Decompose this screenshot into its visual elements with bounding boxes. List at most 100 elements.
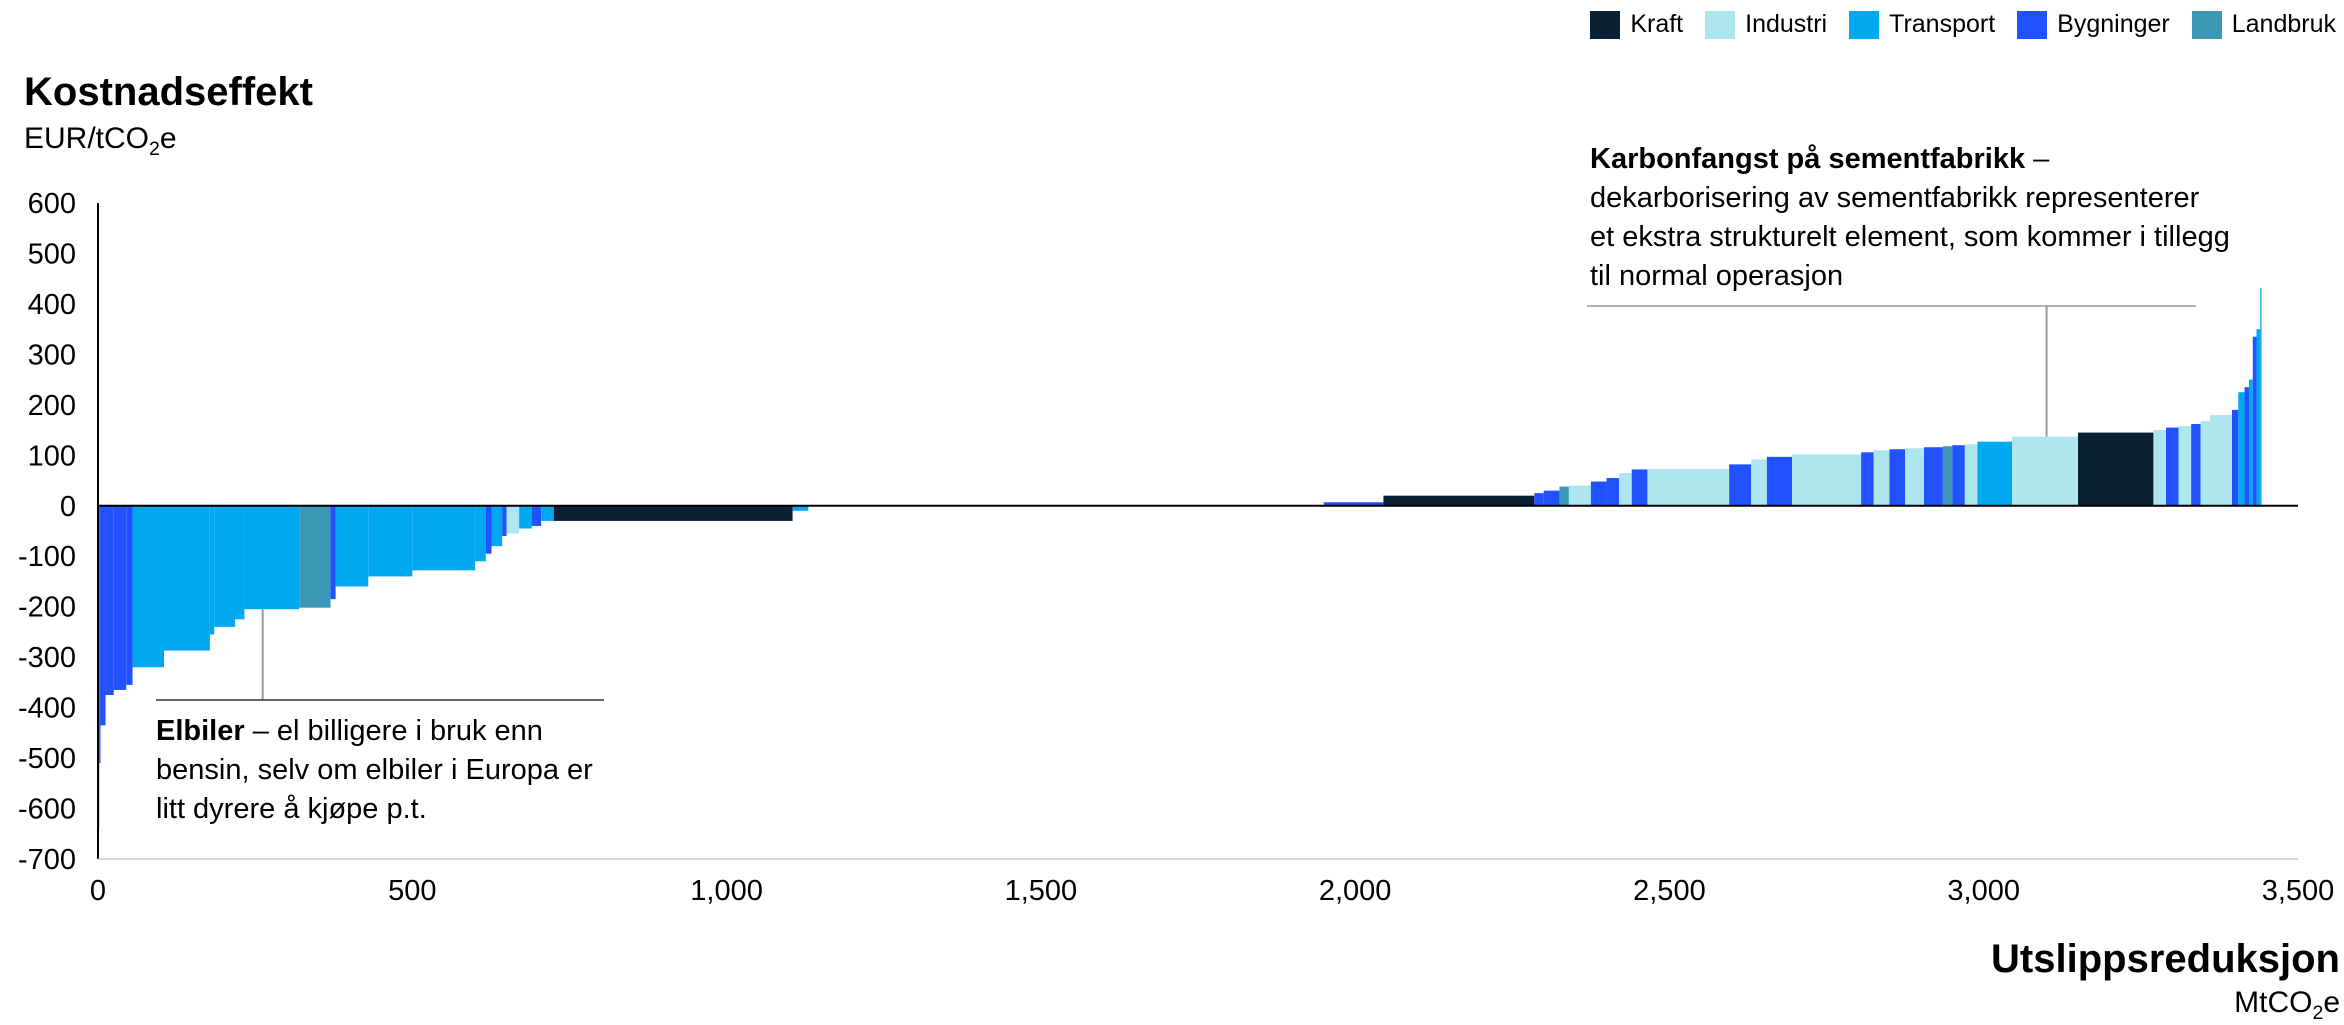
bar-landbruk-31: [1559, 486, 1569, 506]
bar-bygninger-42: [1861, 452, 1874, 506]
annotation-karbonfangst-text: – dekarborisering av sementfabrikk repre…: [1590, 143, 2230, 292]
y-tick-label: -400: [18, 693, 76, 725]
bar-transport-65: [2260, 287, 2262, 506]
y-axis-unit-text: EUR/tCO2e: [24, 122, 177, 160]
annotation-karbonfangst-bold: Karbonfangst på sementfabrikk: [1590, 143, 2026, 175]
bar-industri-57: [2200, 420, 2210, 506]
legend-item-transport: Transport: [1849, 10, 1995, 39]
x-tick-label: 500: [388, 875, 436, 907]
y-tick-label: 400: [28, 289, 76, 321]
bar-industri-21: [506, 505, 520, 534]
bar-industri-37: [1647, 468, 1730, 506]
y-tick-label: -500: [18, 743, 76, 775]
legend-item-landbruk: Landbruk: [2191, 10, 2336, 39]
bars-group: [98, 287, 2262, 829]
bar-bygninger-3: [105, 505, 114, 695]
legend-label-industri: Industri: [1745, 10, 1828, 38]
bar-transport-14: [335, 505, 369, 587]
bar-transport-60: [2238, 392, 2245, 506]
bar-bygninger-36: [1631, 469, 1648, 506]
bar-transport-26: [792, 505, 809, 511]
bar-bygninger-46: [1924, 447, 1943, 506]
legend-swatch-transport: [1849, 10, 1880, 39]
bar-transport-64: [2256, 329, 2261, 506]
bar-bygninger-23: [531, 505, 542, 526]
bar-bygninger-1: [99, 505, 101, 764]
x-tick-label: 0: [90, 875, 106, 907]
legend-label-transport: Transport: [1889, 10, 1996, 38]
legend-label-bygninger: Bygninger: [2057, 10, 2170, 38]
legend-swatch-kraft: [1590, 10, 1621, 39]
bar-transport-7: [164, 505, 210, 651]
bar-kraft-28: [1383, 495, 1535, 506]
bar-bygninger-44: [1889, 449, 1906, 506]
bar-industri-51: [2012, 436, 2078, 506]
x-axis-unit-text: MtCO2e: [2234, 986, 2340, 1024]
annotation-elbiler-text: – el billigere i bruk enn bensin, selv o…: [156, 715, 593, 825]
bar-industri-55: [2178, 426, 2192, 506]
bar-industri-49: [1964, 444, 1978, 506]
bar-bygninger-4: [113, 505, 127, 690]
bar-transport-50: [1977, 441, 2012, 506]
bar-industri-41: [1792, 454, 1862, 506]
legend-swatch-bygninger: [2017, 10, 2048, 39]
bar-landbruk-47: [1942, 446, 1953, 506]
bar-bygninger-18: [485, 505, 492, 554]
y-tick-label: 200: [28, 390, 76, 422]
y-tick-label: 500: [28, 238, 76, 270]
bar-transport-8: [209, 505, 215, 635]
bar-industri-43: [1873, 450, 1890, 506]
bar-bygninger-5: [126, 505, 133, 685]
bar-transport-15: [368, 505, 413, 577]
y-tick-label: 0: [60, 491, 76, 523]
annotation-elbiler: Elbiler – el billigere i bruk enn bensin…: [156, 712, 616, 829]
bar-landbruk-12: [299, 505, 331, 608]
x-tick-label: 2,500: [1633, 875, 1706, 907]
bar-bygninger-61: [2244, 387, 2249, 506]
legend-swatch-landbruk: [2191, 10, 2222, 39]
bar-kraft-25: [553, 505, 793, 521]
bar-bygninger-27: [1323, 502, 1384, 506]
bar-bygninger-54: [2166, 427, 2179, 506]
bar-industri-39: [1751, 459, 1767, 506]
annotation-leaders: [156, 305, 2196, 701]
bar-bygninger-29: [1534, 493, 1544, 506]
y-tick-label: -100: [18, 541, 76, 573]
bar-transport-9: [214, 505, 236, 627]
bar-bygninger-2: [100, 505, 106, 726]
x-tick-label: 2,000: [1319, 875, 1392, 907]
legend-item-bygninger: Bygninger: [2017, 10, 2170, 39]
bar-transport-17: [475, 505, 486, 562]
bar-transport-24: [541, 505, 554, 521]
legend-item-kraft: Kraft: [1590, 10, 1683, 39]
y-tick-label: 600: [28, 188, 76, 220]
bar-transport-6: [132, 505, 164, 668]
x-axis-title: Utslippsreduksjon: [1991, 937, 2340, 981]
legend-label-landbruk: Landbruk: [2231, 10, 2336, 38]
bar-bygninger-13: [330, 505, 336, 600]
bar-transport-19: [491, 505, 503, 547]
bar-industri-35: [1619, 472, 1632, 506]
bar-transport-22: [519, 505, 532, 529]
annotation-elbiler-bold: Elbiler: [156, 715, 245, 747]
y-axis-title: Kostnadseffekt: [24, 70, 313, 114]
legend-label-kraft: Kraft: [1630, 10, 1684, 38]
y-tick-label: -600: [18, 794, 76, 826]
y-tick-label: 100: [28, 440, 76, 472]
bar-industri-58: [2210, 414, 2232, 506]
x-tick-label: 3,000: [1947, 875, 2020, 907]
x-tick-label: 1,000: [690, 875, 763, 907]
bar-bygninger-20: [502, 505, 507, 537]
bar-transport-11: [244, 505, 300, 610]
y-axis-unit: EUR/tCO2e: [24, 122, 177, 161]
bar-bygninger-34: [1606, 478, 1620, 506]
x-tick-label: 3,500: [2262, 875, 2335, 907]
y-tick-label: -300: [18, 642, 76, 674]
bar-bygninger-40: [1766, 456, 1792, 506]
bar-bygninger-63: [2252, 336, 2257, 506]
bar-transport-62: [2248, 379, 2253, 506]
bar-industri-45: [1905, 448, 1924, 506]
legend-swatch-industri: [1705, 10, 1736, 39]
axes-group: 600 500 400 300 200 100 0 -100 -200 -300 -400 -500 -…: [18, 188, 2334, 907]
